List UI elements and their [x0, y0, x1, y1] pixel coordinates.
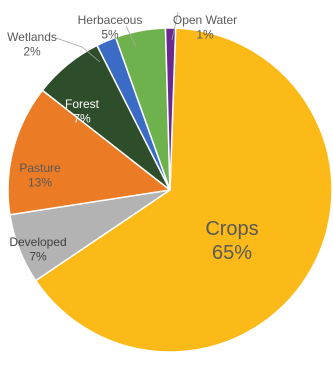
slice-percent-pasture: 13% [28, 175, 52, 189]
leader-line-open-water [171, 11, 179, 41]
slice-percent-open-water: 1% [196, 27, 214, 41]
leader-line-herbaceous [125, 25, 137, 48]
slice-labels: Crops65%Developed7%Pasture13%Forest7%Wet… [7, 13, 259, 264]
pie-slice-crops [34, 27, 333, 353]
slice-percent-wetlands: 2% [23, 44, 41, 58]
slice-percent-forest: 7% [73, 111, 91, 125]
slice-percent-developed: 7% [29, 249, 47, 263]
leader-line-wetlands [55, 37, 101, 63]
slice-percent-herbaceous: 5% [101, 27, 119, 41]
slice-label-wetlands: Wetlands [7, 30, 57, 44]
slice-percent-crops: 65% [212, 242, 252, 264]
slice-label-open-water: Open Water [173, 13, 237, 27]
slice-label-crops: Crops [205, 218, 258, 240]
leader-lines [55, 11, 179, 63]
slice-label-herbaceous: Herbaceous [78, 13, 143, 27]
slice-label-developed: Developed [9, 235, 66, 249]
pie-slices [7, 27, 333, 353]
pie-slice-pasture [7, 89, 171, 216]
pie-slice-open-water [164, 27, 177, 191]
slice-label-pasture: Pasture [19, 161, 61, 175]
slice-label-forest: Forest [65, 97, 100, 111]
